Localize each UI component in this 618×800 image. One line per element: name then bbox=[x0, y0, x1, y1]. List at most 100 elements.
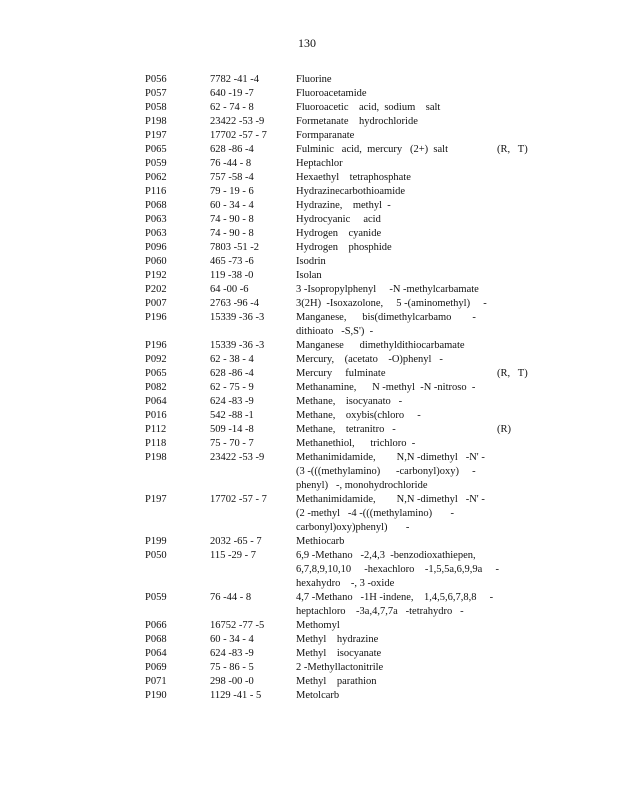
waste-code: P060 bbox=[145, 256, 167, 267]
waste-code: P068 bbox=[145, 634, 167, 645]
waste-code: P059 bbox=[145, 158, 167, 169]
table-row: P063 74 - 90 - 8 Hydrogen cyanide bbox=[145, 227, 545, 241]
waste-code bbox=[145, 577, 210, 591]
substance-name: Methyl hydrazine bbox=[296, 634, 379, 645]
waste-code: P202 bbox=[145, 284, 167, 295]
table-row-continuation: dithioato -S,S') - bbox=[145, 325, 545, 339]
cas-number: 74 - 90 - 8 bbox=[210, 228, 254, 239]
substance-name: Mercury fulminate bbox=[296, 368, 386, 379]
cas-number: 465 -73 -6 bbox=[210, 256, 254, 267]
substance-name: Isodrin bbox=[296, 256, 326, 267]
table-row: P192 119 -38 -0 Isolan bbox=[145, 269, 545, 283]
cas-number: 76 -44 - 8 bbox=[210, 592, 252, 603]
substance-name: Manganese, bis(dimethylcarbamo - bbox=[296, 312, 476, 323]
substance-name: Methanamine, N -methyl -N -nitroso - bbox=[296, 382, 476, 393]
cas-number: 75 - 70 - 7 bbox=[210, 438, 254, 449]
waste-code: P016 bbox=[145, 410, 167, 421]
table-row: P096 7803 -51 -2 Hydrogen phosphide bbox=[145, 241, 545, 255]
table-row-continuation: 6,7,8,9,10,10 -hexachloro -1,5,5a,6,9,9a… bbox=[145, 563, 545, 577]
waste-code: P071 bbox=[145, 676, 167, 687]
waste-code bbox=[145, 325, 210, 339]
table-row: P069 75 - 86 - 5 2 -Methyllactonitrile bbox=[145, 661, 545, 675]
waste-code: P063 bbox=[145, 228, 167, 239]
cas-number bbox=[210, 465, 296, 479]
hazard-code: (R) bbox=[497, 424, 511, 435]
waste-code: P058 bbox=[145, 102, 167, 113]
table-row: P016 542 -88 -1 Methane, oxybis(chloro - bbox=[145, 409, 545, 423]
cas-number: 624 -83 -9 bbox=[210, 648, 254, 659]
cas-number: 62 - 74 - 8 bbox=[210, 102, 254, 113]
substance-name: dithioato -S,S') - bbox=[296, 326, 374, 337]
waste-code: P118 bbox=[145, 438, 167, 449]
table-row: P198 23422 -53 -9 Methanimidamide, N,N -di… bbox=[145, 451, 545, 465]
cas-number bbox=[210, 563, 296, 577]
substance-name: 6,9 -Methano -2,4,3 -benzodioxathiepen, bbox=[296, 550, 476, 561]
waste-code: P064 bbox=[145, 648, 167, 659]
waste-code: P062 bbox=[145, 172, 167, 183]
substance-name: 3(2H) -Isoxazolone, 5 -(aminomethyl) - bbox=[296, 298, 487, 309]
cas-number: 628 -86 -4 bbox=[210, 144, 254, 155]
substance-name: Formparanate bbox=[296, 130, 355, 141]
cas-number bbox=[210, 507, 296, 521]
table-row: P196 15339 -36 -3 Manganese dimethyldithio… bbox=[145, 339, 545, 353]
waste-code: P050 bbox=[145, 550, 167, 561]
cas-number: 115 -29 - 7 bbox=[210, 550, 256, 561]
substance-name: 3 -Isopropylphenyl -N -methylcarbamate bbox=[296, 284, 479, 295]
cas-number: 17702 -57 - 7 bbox=[210, 494, 267, 505]
waste-code bbox=[145, 465, 210, 479]
waste-code: P082 bbox=[145, 382, 167, 393]
table-row: P202 64 -00 -6 3 -Isopropylphenyl -N -meth… bbox=[145, 283, 545, 297]
table-row: P071 298 -00 -0 Methyl parathion bbox=[145, 675, 545, 689]
table-row-continuation: (2 -methyl -4 -(((methylamino) - bbox=[145, 507, 545, 521]
cas-number: 2032 -65 - 7 bbox=[210, 536, 262, 547]
hazard-code: (R, T) bbox=[497, 144, 528, 155]
table-row: P065 628 -86 -4 Mercury fulminate (R, T) bbox=[145, 367, 545, 381]
waste-code: P112 bbox=[145, 424, 167, 435]
substance-name: 6,7,8,9,10,10 -hexachloro -1,5,5a,6,9,9a… bbox=[296, 564, 499, 575]
substance-name: Methane, tetranitro - bbox=[296, 424, 396, 435]
substance-name: Isolan bbox=[296, 270, 322, 281]
cas-number: 757 -58 -4 bbox=[210, 172, 254, 183]
table-row: P063 74 - 90 - 8 Hydrocyanic acid bbox=[145, 213, 545, 227]
cas-number bbox=[210, 479, 296, 493]
substance-name: phenyl) -, monohydrochloride bbox=[296, 480, 428, 491]
table-row-continuation: (3 -(((methylamino) -carbonyl)oxy) - bbox=[145, 465, 545, 479]
cas-number: 640 -19 -7 bbox=[210, 88, 254, 99]
cas-number: 509 -14 -8 bbox=[210, 424, 254, 435]
cas-number: 74 - 90 - 8 bbox=[210, 214, 254, 225]
table-row: P064 624 -83 -9 Methyl isocyanate bbox=[145, 647, 545, 661]
table-row: P190 1129 -41 - 5 Metolcarb bbox=[145, 689, 545, 703]
cas-number: 17702 -57 - 7 bbox=[210, 130, 267, 141]
cas-number: 76 -44 - 8 bbox=[210, 158, 252, 169]
waste-code: P192 bbox=[145, 270, 167, 281]
substance-name: Methane, oxybis(chloro - bbox=[296, 410, 421, 421]
waste-code: P198 bbox=[145, 452, 167, 463]
waste-code bbox=[145, 605, 210, 619]
table-row: P112 509 -14 -8 Methane, tetranitro - (R) bbox=[145, 423, 545, 437]
substance-name: Hydrocyanic acid bbox=[296, 214, 381, 225]
substance-name: Methiocarb bbox=[296, 536, 345, 547]
waste-code: P199 bbox=[145, 536, 167, 547]
table-row: P116 79 - 19 - 6 Hydrazinecarbothioamide bbox=[145, 185, 545, 199]
cas-number: 542 -88 -1 bbox=[210, 410, 254, 421]
substance-name: Methanimidamide, N,N -dimethyl -N' - bbox=[296, 452, 485, 463]
cas-number: 1129 -41 - 5 bbox=[210, 690, 262, 701]
substance-name: Methomyl bbox=[296, 620, 340, 631]
waste-code: P190 bbox=[145, 690, 167, 701]
waste-code: P196 bbox=[145, 312, 167, 323]
substance-name: 2 -Methyllactonitrile bbox=[296, 662, 384, 673]
substance-name: (3 -(((methylamino) -carbonyl)oxy) - bbox=[296, 466, 476, 477]
table-row: P092 62 - 38 - 4 Mercury, (acetato -O)phen… bbox=[145, 353, 545, 367]
table-row: P058 62 - 74 - 8 Fluoroacetic acid, sodium… bbox=[145, 101, 545, 115]
waste-code bbox=[145, 563, 210, 577]
cas-number: 62 - 38 - 4 bbox=[210, 354, 254, 365]
waste-code bbox=[145, 479, 210, 493]
substance-name: carbonyl)oxy)phenyl) - bbox=[296, 522, 410, 533]
waste-code: P059 bbox=[145, 592, 167, 603]
table-row: P197 17702 -57 - 7 Formparanate bbox=[145, 129, 545, 143]
cas-number bbox=[210, 521, 296, 535]
substance-name: Hydrogen cyanide bbox=[296, 228, 382, 239]
cas-number: 15339 -36 -3 bbox=[210, 340, 265, 351]
table-row-continuation: carbonyl)oxy)phenyl) - bbox=[145, 521, 545, 535]
cas-number: 628 -86 -4 bbox=[210, 368, 254, 379]
